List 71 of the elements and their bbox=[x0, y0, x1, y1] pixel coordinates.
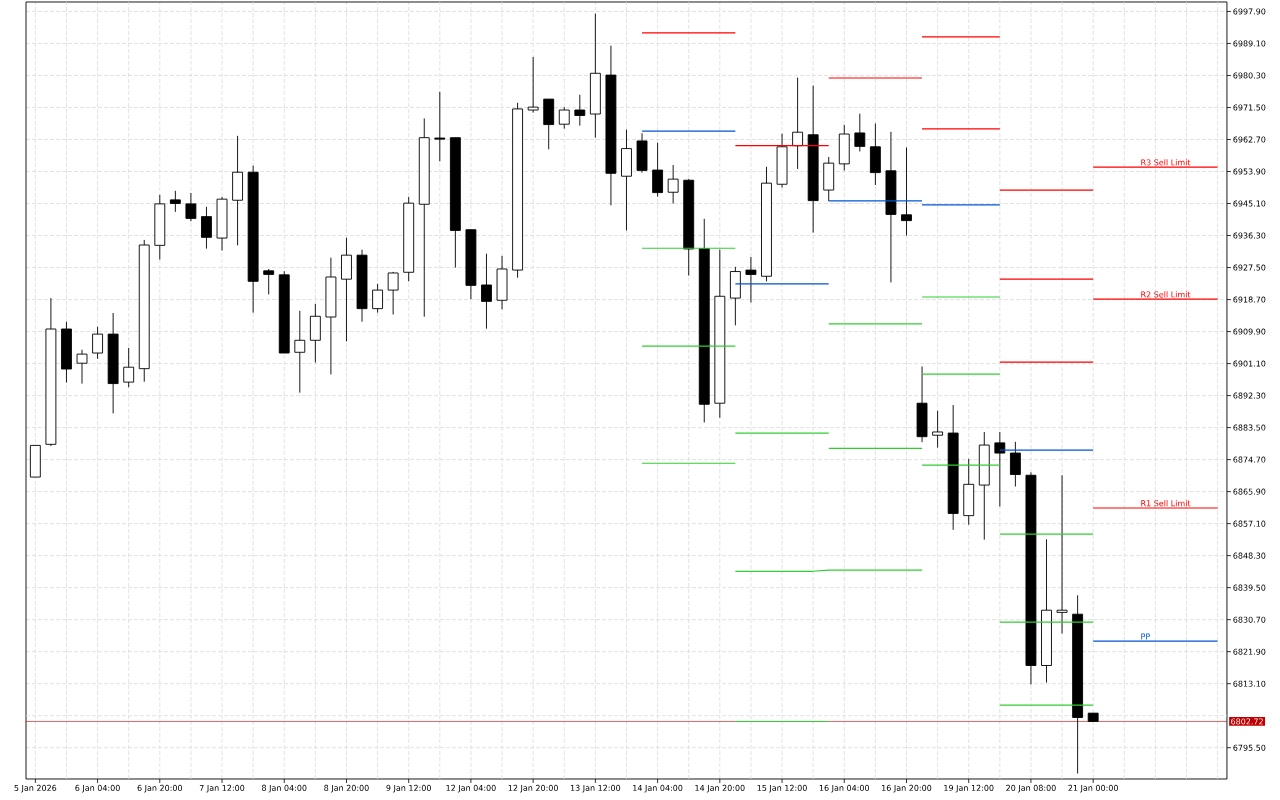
candlestick bbox=[372, 283, 384, 314]
y-tick-label: 6821.90 bbox=[1233, 648, 1266, 655]
x-tick-label: 7 Jan 12:00 bbox=[199, 784, 245, 793]
y-tick-label: 6813.10 bbox=[1233, 680, 1266, 687]
y-tick-label: 6883.50 bbox=[1233, 424, 1266, 431]
candlestick bbox=[652, 142, 664, 198]
x-tick-label: 14 Jan 04:00 bbox=[633, 784, 683, 793]
x-tick-label: 6 Jan 20:00 bbox=[137, 784, 183, 793]
y-tick-label: 6918.70 bbox=[1233, 296, 1266, 303]
candlestick bbox=[854, 113, 866, 152]
candlestick bbox=[434, 91, 446, 162]
y-tick-label: 6874.70 bbox=[1233, 456, 1266, 463]
x-tick-label: 13 Jan 12:00 bbox=[570, 784, 621, 793]
x-tick-label: 12 Jan 04:00 bbox=[446, 784, 496, 793]
series-label: R1 Sell Limit bbox=[1141, 500, 1191, 507]
y-tick-label: 6830.70 bbox=[1233, 616, 1266, 623]
candlestick bbox=[792, 77, 804, 170]
candlestick bbox=[574, 94, 586, 127]
y-tick-label: 6927.50 bbox=[1233, 264, 1266, 271]
x-tick-label: 16 Jan 04:00 bbox=[819, 784, 870, 793]
candlestick bbox=[92, 326, 103, 360]
y-tick-label: 6901.10 bbox=[1233, 360, 1266, 367]
candlestick bbox=[667, 164, 679, 204]
y-tick-label: 6980.30 bbox=[1233, 72, 1266, 79]
y-tick-label: 6839.50 bbox=[1233, 584, 1266, 591]
y-tick-label: 6857.10 bbox=[1233, 520, 1266, 527]
y-tick-label: 6989.10 bbox=[1233, 40, 1266, 47]
y-tick-label: 6997.90 bbox=[1233, 8, 1266, 15]
x-tick-label: 8 Jan 04:00 bbox=[262, 784, 307, 793]
y-tick-label: 6953.90 bbox=[1233, 168, 1266, 175]
x-tick-label: 15 Jan 12:00 bbox=[757, 784, 807, 793]
candlestick bbox=[527, 56, 539, 114]
candlestick bbox=[201, 206, 212, 250]
candlestick bbox=[387, 271, 399, 315]
candlestick bbox=[1056, 474, 1068, 634]
candlestick bbox=[1009, 441, 1021, 487]
y-tick-label: 6962.70 bbox=[1233, 136, 1266, 143]
candlestick bbox=[481, 253, 492, 330]
candlestick bbox=[558, 106, 570, 130]
candlestick bbox=[294, 310, 306, 394]
candlestick bbox=[745, 256, 757, 303]
candlestick bbox=[994, 431, 1006, 507]
y-tick-label: 6909.90 bbox=[1233, 328, 1266, 335]
x-tick-label: 12 Jan 20:00 bbox=[508, 784, 558, 793]
y-tick-label: 6892.30 bbox=[1233, 392, 1266, 399]
x-tick-label: 16 Jan 20:00 bbox=[882, 784, 932, 793]
candlestick bbox=[185, 192, 197, 222]
x-tick-label: 14 Jan 20:00 bbox=[695, 784, 745, 793]
candlestick bbox=[263, 268, 275, 295]
ref-line-label: 6802.72 bbox=[1231, 718, 1263, 725]
y-tick-label: 6865.90 bbox=[1233, 488, 1266, 495]
y-tick-label: 6936.30 bbox=[1233, 232, 1266, 239]
x-tick-label: 19 Jan 12:00 bbox=[944, 784, 994, 793]
series-label: R2 Sell Limit bbox=[1141, 291, 1191, 298]
series-label: R3 Sell Limit bbox=[1141, 159, 1191, 166]
candlestick bbox=[169, 190, 181, 213]
y-tick-label: 6945.10 bbox=[1233, 200, 1266, 207]
candlestick bbox=[901, 147, 912, 236]
candlestick bbox=[76, 349, 88, 385]
x-tick-label: 21 Jan 00:00 bbox=[1068, 784, 1118, 793]
x-tick-label: 6 Jan 04:00 bbox=[75, 784, 120, 793]
x-tick-label: 9 Jan 12:00 bbox=[386, 784, 431, 793]
candlestick bbox=[123, 347, 135, 388]
candlestick bbox=[932, 410, 944, 449]
y-tick-label: 6795.50 bbox=[1233, 744, 1266, 751]
y-tick-label: 6971.50 bbox=[1233, 104, 1266, 111]
x-tick-label: 20 Jan 08:00 bbox=[1006, 784, 1056, 793]
series-label: PP bbox=[1141, 633, 1150, 640]
y-tick-label: 6848.30 bbox=[1233, 552, 1266, 559]
x-tick-label: 5 Jan 2026 bbox=[14, 784, 57, 793]
x-tick-label: 8 Jan 20:00 bbox=[324, 784, 369, 793]
